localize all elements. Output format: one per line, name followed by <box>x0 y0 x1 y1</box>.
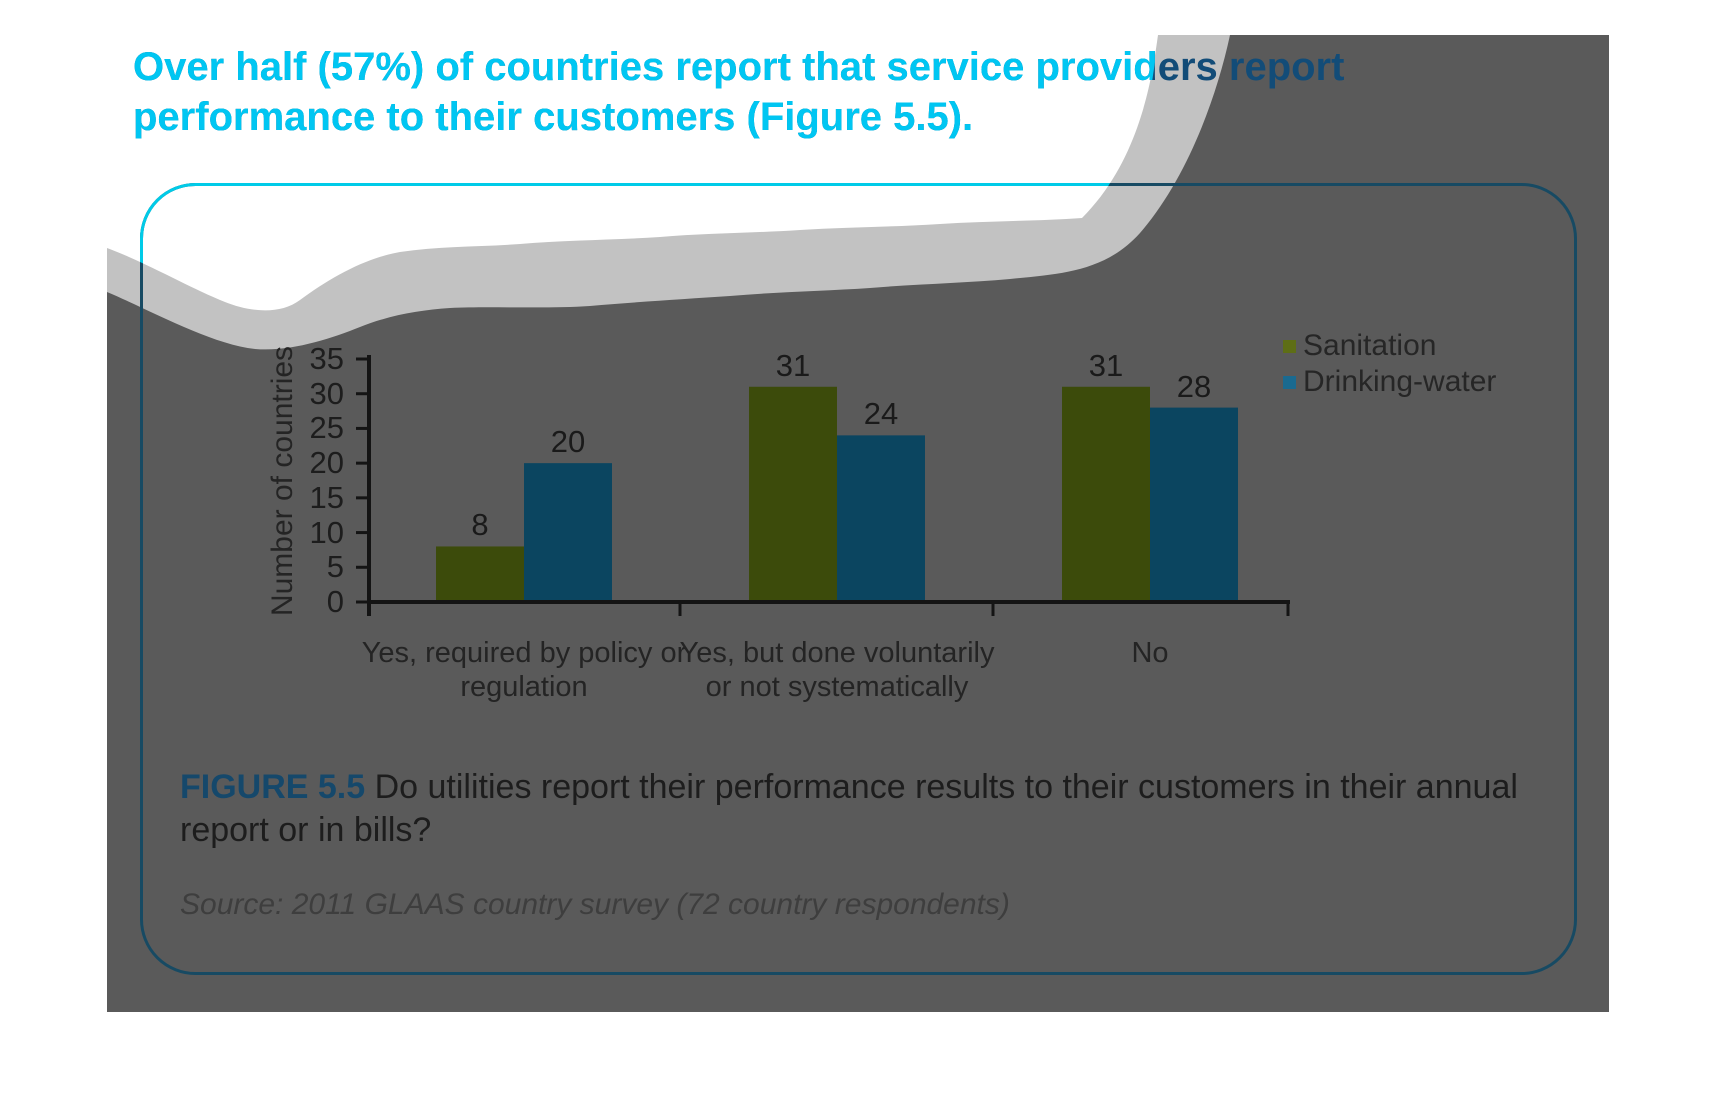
category-line: regulation <box>460 671 588 703</box>
headline-line2: performance to their customers (Figure 5… <box>133 95 974 139</box>
drinking-water-swatch-icon <box>1283 375 1296 389</box>
category-line: Yes, required by policy or <box>361 637 687 669</box>
bar-sanitation-2 <box>749 386 837 602</box>
x-axis-category-2: Yes, but done voluntarily or not systema… <box>557 636 1117 704</box>
bar-chart <box>356 355 1290 616</box>
y-tick-label: 20 <box>309 445 344 481</box>
legend-label: Drinking-water <box>1303 365 1497 398</box>
bar-value-label: 20 <box>550 424 586 460</box>
headline-navy-layer: Over half (57%) of countries report that… <box>133 42 1583 142</box>
y-tick-label: 10 <box>309 514 344 550</box>
bar-sanitation-1 <box>436 546 524 602</box>
x-axis-category-3: No <box>870 636 1430 670</box>
white-wave <box>107 35 1158 311</box>
bar-drinking-water-1 <box>524 463 612 602</box>
figure-caption: FIGURE 5.5 Do utilities report their per… <box>180 766 1525 852</box>
category-line: or not systematically <box>705 671 969 703</box>
y-tick-label: 0 <box>326 584 344 619</box>
category-line: Yes, but done voluntarily <box>679 637 995 669</box>
x-axis-category-1: Yes, required by policy or regulation <box>244 636 804 704</box>
bar-value-label: 8 <box>471 507 489 543</box>
bar-value-label: 31 <box>775 347 811 383</box>
headline-line1: Over half (57%) of countries report that… <box>133 45 1345 89</box>
legend-label: Sanitation <box>1303 329 1437 362</box>
legend-item-sanitation: Sanitation <box>1283 328 1436 364</box>
y-tick-label: 15 <box>309 479 344 515</box>
bar-value-label: 31 <box>1088 347 1124 383</box>
legend-item-drinking-water: Drinking-water <box>1283 364 1496 400</box>
figure-caption-text: Do utilities report their performance re… <box>180 768 1518 849</box>
category-line: No <box>1131 637 1169 669</box>
y-tick-label: 5 <box>326 549 344 585</box>
bar-drinking-water-2 <box>837 435 925 602</box>
bar-drinking-water-3 <box>1150 407 1238 602</box>
headline: Over half (57%) of countries report that… <box>133 42 1345 142</box>
headline-line1: Over half (57%) of countries report that… <box>133 45 1345 89</box>
y-tick-label: 25 <box>309 410 344 446</box>
bar-sanitation-3 <box>1062 386 1150 602</box>
sanitation-swatch-icon <box>1283 339 1296 353</box>
source-note: Source: 2011 GLAAS country survey (72 co… <box>180 888 1010 921</box>
bar-value-label: 24 <box>863 396 899 432</box>
figure-number: FIGURE 5.5 <box>180 768 366 806</box>
figure-box-border-highlight <box>140 183 1158 311</box>
y-tick-label: 35 <box>309 341 344 376</box>
headline-line2: performance to their customers (Figure 5… <box>133 95 974 139</box>
y-tick-label: 30 <box>309 375 344 411</box>
bar-value-label: 28 <box>1176 368 1212 404</box>
